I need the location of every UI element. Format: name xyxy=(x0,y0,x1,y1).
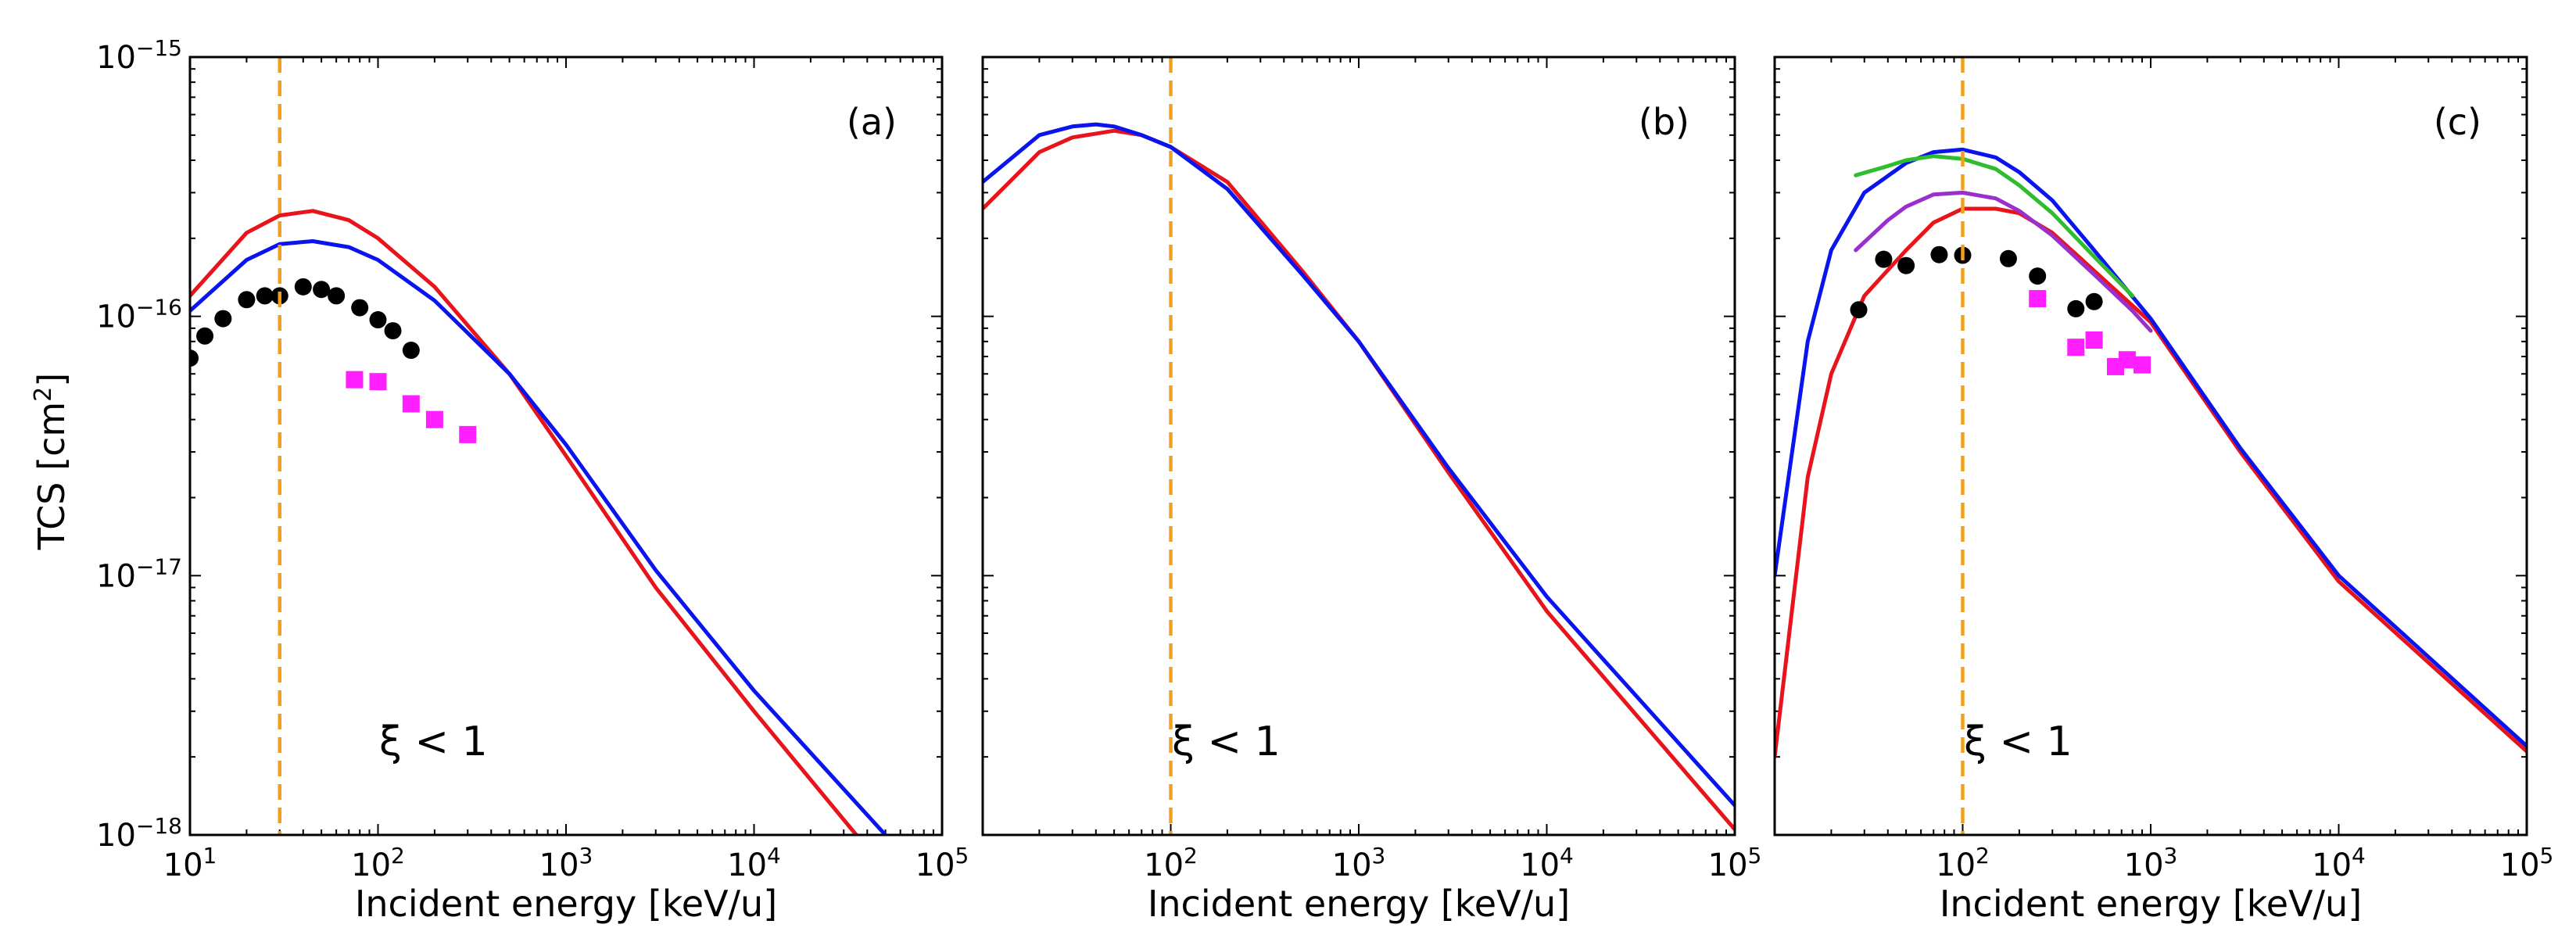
panel-c-magenta-squares-point xyxy=(2067,339,2085,356)
panel-a-black-circles-point xyxy=(369,311,387,329)
panel-c-x-tick-label: 104 xyxy=(2312,843,2366,883)
panel-a-black-circles-point xyxy=(328,287,346,305)
panel-b-x-tick-label: 104 xyxy=(1520,843,1574,883)
panel-a-y-tick-label: 10−16 xyxy=(96,295,182,335)
panel-c-magenta-squares-point xyxy=(2118,351,2136,369)
panel-c-magenta-squares-point xyxy=(2029,290,2047,308)
panel-a-magenta-squares-point xyxy=(459,425,477,443)
panel-a-black-circles-point xyxy=(294,278,312,296)
panel-b-ticks xyxy=(982,57,1735,836)
panel-a-x-tick-label: 101 xyxy=(163,843,217,883)
panel-c-purple-curve xyxy=(1854,190,2153,333)
panel-a-black-circles-point xyxy=(190,349,199,367)
panel-a-magenta-squares-point xyxy=(402,395,420,413)
panel-a-magenta-squares-point xyxy=(425,410,443,428)
panel-b: 102 103 104 105 Incident energy [keV/u] (b) ξ … xyxy=(981,56,1762,925)
panel-c-x-tick-label: 105 xyxy=(2500,843,2554,883)
panel-a-y-tick-label: 10−17 xyxy=(96,553,182,594)
panel-c-black-circles-point xyxy=(2085,292,2103,310)
panel-a-data xyxy=(190,209,888,835)
panel-a-x-tick-label: 102 xyxy=(351,843,405,883)
y-axis-label: TCS [cm2] xyxy=(30,373,73,550)
panel-c-black-circles xyxy=(1850,245,2103,319)
panel-a-black-circles-point xyxy=(313,281,331,299)
panel-a-y-tick-label: 10−18 xyxy=(96,813,182,854)
panel-a-magenta-squares-point xyxy=(369,373,387,391)
panel-a-black-circles xyxy=(190,278,420,367)
panel-b-x-tick-label: 103 xyxy=(1332,843,1386,883)
panel-a-black-circles-point xyxy=(238,291,256,309)
panel-c-black-circles-point xyxy=(1930,245,1948,263)
y-axis-label-main: TCS [cm xyxy=(30,402,73,550)
panel-c-magenta-squares-point xyxy=(2133,356,2151,374)
panel-a-x-axis-label: Incident energy [keV/u] xyxy=(355,883,777,925)
panel-a-annotation: ξ < 1 xyxy=(379,718,488,765)
panels: 101 102 103 104 105 10−18 10−17 10−16 10−15 Incid… xyxy=(96,35,2553,925)
panel-a-magenta-squares-point xyxy=(346,371,364,389)
panel-c-black-circles-point xyxy=(1850,301,1868,319)
panel-b-frame xyxy=(981,56,1736,836)
panel-c-x-tick-label: 103 xyxy=(2124,843,2178,883)
panel-a-black-circles-point xyxy=(351,299,369,317)
panel-a-x-tick-label: 103 xyxy=(539,843,593,883)
panel-c-frame xyxy=(1773,56,2528,836)
panel-c-magenta-squares xyxy=(2029,290,2151,375)
y-axis-label-superscript: 2 xyxy=(30,387,57,402)
y-axis-label-close: ] xyxy=(30,373,73,387)
panel-b-label: (b) xyxy=(1639,101,1689,143)
panel-c-red-curve xyxy=(1775,206,2527,759)
panel-a-frame xyxy=(188,56,944,836)
panel-a-black-circles-point xyxy=(196,327,214,345)
panel-a: 101 102 103 104 105 10−18 10−17 10−16 10−15 Incid… xyxy=(96,35,969,925)
panel-a-black-circles-point xyxy=(214,310,232,328)
panel-b-x-axis-label: Incident energy [keV/u] xyxy=(1148,883,1570,925)
panel-a-label: (a) xyxy=(847,101,897,143)
panel-c-data xyxy=(1775,147,2527,759)
panel-c-black-circles-point xyxy=(1897,256,1915,274)
panel-b-blue-curve xyxy=(983,122,1735,808)
panel-c-black-circles-point xyxy=(2067,299,2085,317)
panel-a-magenta-squares xyxy=(346,371,477,443)
panel-a-x-tick-label: 105 xyxy=(915,843,969,883)
panel-a-y-tick-label: 10−15 xyxy=(96,35,182,76)
panel-a-x-tick-label: 104 xyxy=(727,843,781,883)
panel-c-blue-curve xyxy=(1775,147,2527,748)
panel-b-annotation: ξ < 1 xyxy=(1172,718,1281,765)
panel-b-data xyxy=(983,122,1735,832)
panel-a-blue-curve xyxy=(190,239,888,835)
panel-a-black-circles-point xyxy=(402,342,420,360)
panel-c-ticks xyxy=(1774,57,2527,836)
panel-a-black-circles-point xyxy=(256,287,274,305)
panel-c-x-axis-label: Incident energy [keV/u] xyxy=(1940,883,2362,925)
panel-c-annotation: ξ < 1 xyxy=(1964,718,2073,765)
panel-c: 102 103 104 105 Incident energy [keV/u] (c) ξ … xyxy=(1773,56,2554,925)
panel-b-red-curve xyxy=(983,128,1735,832)
panel-c-magenta-squares-point xyxy=(2085,331,2103,349)
panel-c-black-circles-point xyxy=(1999,249,2017,267)
panel-b-x-tick-label: 102 xyxy=(1144,843,1198,883)
panel-c-black-circles-point xyxy=(1875,250,1893,268)
panel-b-x-tick-label: 105 xyxy=(1708,843,1762,883)
panel-a-red-curve xyxy=(190,209,858,835)
panel-c-black-circles-point xyxy=(2029,267,2047,285)
panel-a-black-circles-point xyxy=(384,322,402,340)
panel-c-x-tick-label: 102 xyxy=(1936,843,1990,883)
panel-c-label: (c) xyxy=(2434,101,2481,143)
panel-c-green-curve xyxy=(1854,154,2135,298)
